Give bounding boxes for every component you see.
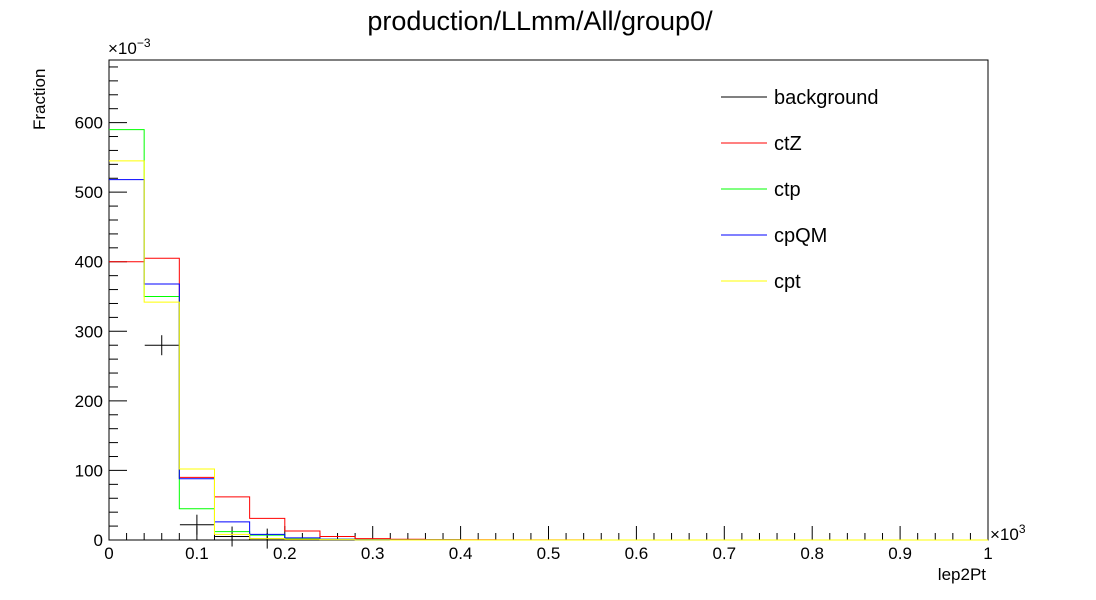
y-tick-label: 600 [75, 114, 103, 133]
x-tick-label: 0.3 [361, 544, 385, 563]
series-background-point [179, 514, 214, 535]
series-layer [109, 129, 988, 549]
x-axis-ticks: 0 0.1 0.2 0.3 0.4 0.5 0.6 0.7 0.8 0.9 1 [104, 526, 993, 563]
legend-label-cpQM: cpQM [774, 225, 827, 247]
legend-label-ctZ: ctZ [774, 133, 802, 155]
x-axis-label: lep2Pt [938, 565, 986, 584]
x-tick-label: 0.5 [537, 544, 561, 563]
y-axis-ticks: 0 100 200 300 400 500 600 [75, 66, 127, 550]
series-ctZ-step [109, 257, 988, 541]
legend: background ctZ ctp cpQM cpt [721, 87, 879, 293]
legend-label-ctp: ctp [774, 179, 801, 201]
x-axis-multiplier: ×103 [990, 522, 1026, 544]
x-tick-label: 0.1 [185, 544, 209, 563]
x-tick-label: 0 [104, 544, 113, 563]
series-ctp-step [109, 129, 988, 541]
y-tick-label: 100 [75, 461, 103, 480]
y-tick-label: 500 [75, 183, 103, 202]
y-tick-label: 400 [75, 253, 103, 272]
y-axis-label: Fraction [30, 69, 49, 130]
series-background-point [215, 526, 250, 547]
legend-label-background: background [774, 87, 879, 109]
x-tick-label: 0.6 [625, 544, 649, 563]
x-tick-label: 0.4 [449, 544, 473, 563]
series-cpt-step [109, 160, 988, 541]
series-cpQM-step [109, 179, 988, 541]
y-tick-label: 200 [75, 392, 103, 411]
x-tick-label: 1 [983, 544, 992, 563]
x-tick-label: 0.8 [800, 544, 824, 563]
legend-label-cpt: cpt [774, 271, 801, 293]
x-tick-label: 0.7 [712, 544, 736, 563]
plot-frame [108, 59, 989, 541]
x-tick-label: 0.9 [888, 544, 912, 563]
y-tick-label: 300 [75, 322, 103, 341]
chart-title: production/LLmm/All/group0/ [367, 6, 713, 36]
x-tick-label: 0.2 [273, 544, 297, 563]
series-background-point [144, 335, 179, 356]
y-axis-multiplier: ×10−3 [108, 36, 151, 58]
y-tick-label: 0 [94, 531, 103, 550]
